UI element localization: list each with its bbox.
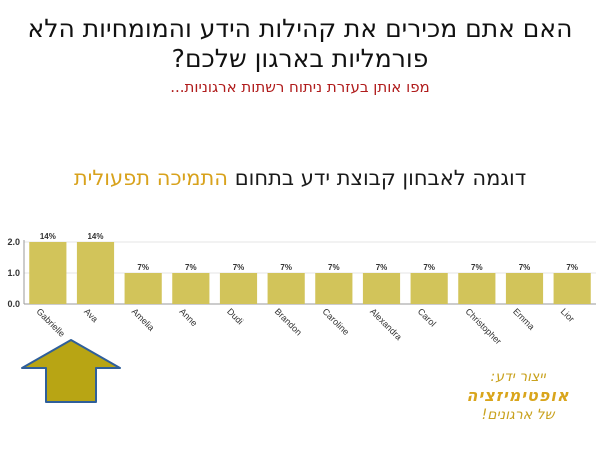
y-tick-label: 1.0	[7, 268, 20, 278]
bar	[172, 273, 210, 304]
data-label: 7%	[280, 263, 292, 272]
x-tick-label: Gabrielle	[34, 306, 67, 339]
bar	[315, 273, 353, 304]
x-tick-label: Dudi	[225, 306, 245, 326]
y-tick-label: 2.0	[7, 237, 20, 247]
x-tick-label: Lior	[559, 306, 577, 324]
data-label: 14%	[40, 232, 56, 241]
example-heading-highlight: התמיכה תפעולית	[73, 166, 229, 190]
bar-chart: 0.0 1.0 2.0 14% Gabrielle 14% Ava 7% Amelia 7% Ann…	[7, 232, 596, 346]
x-tick-label: Christopher	[463, 306, 503, 346]
data-label: 7%	[233, 263, 245, 272]
data-label: 7%	[566, 263, 578, 272]
up-arrow-icon	[21, 339, 121, 403]
slide-title: האם אתם מכירים את קהילות הידע והמומחיות …	[27, 14, 573, 73]
x-tick-label: Carol	[416, 306, 438, 328]
data-label: 7%	[137, 263, 149, 272]
brand-line-1: ייצור ידע:	[490, 369, 546, 385]
bar	[29, 242, 67, 304]
bar	[553, 273, 591, 304]
y-tick-label: 0.0	[7, 299, 20, 309]
bar	[124, 273, 162, 304]
x-tick-label: Brandon	[273, 306, 304, 337]
bar	[219, 273, 258, 304]
bar	[458, 273, 496, 304]
x-tick-label: Emma	[511, 306, 536, 331]
data-label: 7%	[471, 263, 483, 272]
brand-line-3: של ארגונים!	[481, 407, 555, 423]
data-label: 7%	[423, 263, 435, 272]
brand-line-2: אופטימיזציה	[466, 386, 570, 405]
bar	[505, 273, 544, 304]
slide-subtitle: מפו אותן בעזרת ניתוח רשתות ארגוניות...	[170, 78, 430, 96]
data-label: 7%	[328, 263, 340, 272]
brand-logo: ייצור ידע: אופטימיזציה של ארגונים!	[438, 368, 598, 424]
example-heading: דוגמה לאבחון קבוצת ידע בתחום התמיכה תפעו…	[0, 166, 600, 190]
x-tick-label: Ava	[82, 306, 100, 324]
bar	[76, 242, 115, 304]
data-label: 7%	[519, 263, 531, 272]
data-label: 7%	[185, 263, 197, 272]
x-tick-label: Alexandra	[368, 306, 404, 342]
example-heading-text: דוגמה לאבחון קבוצת ידע בתחום	[234, 166, 527, 190]
bar	[362, 273, 401, 304]
bar	[267, 273, 305, 304]
bar	[410, 273, 448, 304]
x-tick-label: Caroline	[320, 306, 351, 337]
data-label: 14%	[87, 232, 103, 241]
x-tick-label: Anne	[177, 306, 199, 328]
data-label: 7%	[376, 263, 388, 272]
x-tick-label: Amelia	[130, 306, 157, 333]
